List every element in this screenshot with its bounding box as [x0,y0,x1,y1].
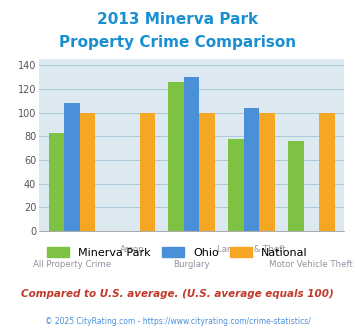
Text: Burglary: Burglary [173,260,210,269]
Text: Larceny & Theft: Larceny & Theft [217,245,286,254]
Bar [228,139,244,231]
Bar [260,113,275,231]
Bar [140,113,155,231]
Bar [168,82,184,231]
Bar [288,141,304,231]
Text: Arson: Arson [120,245,144,254]
Bar [64,103,80,231]
Bar [80,113,95,231]
Text: 2013 Minerva Park: 2013 Minerva Park [97,12,258,26]
Text: Property Crime Comparison: Property Crime Comparison [59,35,296,50]
Text: © 2025 CityRating.com - https://www.cityrating.com/crime-statistics/: © 2025 CityRating.com - https://www.city… [45,317,310,326]
Bar [244,108,260,231]
Text: Motor Vehicle Theft: Motor Vehicle Theft [269,260,353,269]
Bar [49,133,64,231]
Bar [184,77,200,231]
Bar [319,113,335,231]
Legend: Minerva Park, Ohio, National: Minerva Park, Ohio, National [45,245,310,260]
Text: All Property Crime: All Property Crime [33,260,111,269]
Bar [200,113,215,231]
Text: Compared to U.S. average. (U.S. average equals 100): Compared to U.S. average. (U.S. average … [21,289,334,299]
